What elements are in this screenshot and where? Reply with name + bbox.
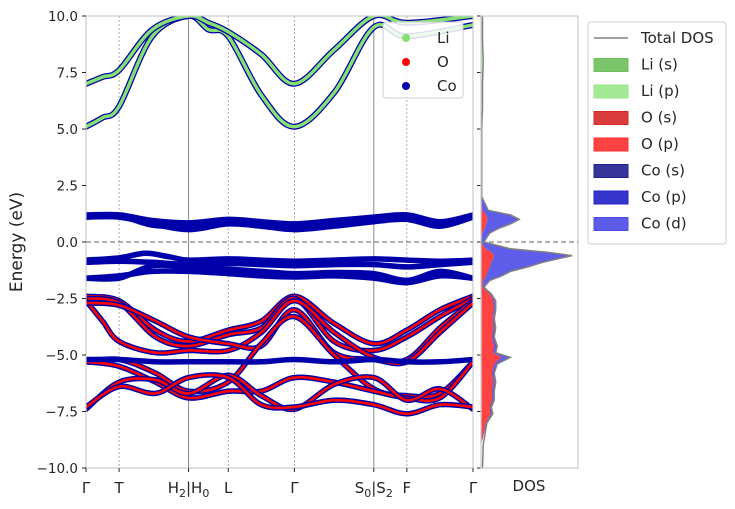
dos-legend-label-co-s: Co (s) — [641, 162, 685, 180]
dos-areas — [481, 16, 573, 468]
band-line-co-v2 — [86, 259, 473, 269]
energy-tick-label: −2.5 — [45, 292, 78, 308]
dos-legend-swatch-li-s — [593, 58, 629, 72]
dos-legend-swatch-o-p — [593, 137, 629, 152]
kpath-axis-ticks: Γ T H2|H0 L Γ S0|S2 F Γ — [82, 468, 478, 500]
band-line-co-c3 — [86, 215, 473, 231]
dos-total-line — [481, 16, 573, 468]
energy-tick-label: −5.0 — [45, 348, 78, 364]
energy-tick-label: 5.0 — [57, 122, 78, 138]
dos-legend-label-co-d: Co (d) — [641, 215, 687, 233]
dos-legend-label-total-dos: Total DOS — [640, 29, 714, 47]
energy-tick-label: 0.0 — [57, 235, 78, 251]
band-line-co-v1 — [86, 251, 473, 263]
legend-marker-co — [402, 82, 410, 90]
kpoint-label: T — [113, 479, 124, 497]
kpoint-label: S0|S2 — [355, 479, 393, 500]
band-line-co-v4 — [86, 269, 473, 285]
dos-legend-label-co-p: Co (p) — [641, 188, 687, 206]
band-structure-panel: −10.0 −7.5 −5.0 −2.5 0.0 2.5 5.0 7.5 10.0 Γ T H2|H… — [7, 9, 481, 500]
band-line-co-d1 — [86, 358, 473, 364]
band-lines — [86, 16, 473, 417]
kpoint-label: H2|H0 — [168, 479, 210, 500]
kpoint-label: Γ — [290, 479, 299, 497]
energy-tick-label: 10.0 — [48, 9, 78, 25]
dos-legend-box — [587, 21, 727, 245]
dos-legend-label-o-s: O (s) — [641, 109, 677, 127]
dos-legend: Total DOS Li (s) Li (p) O (s) O (p) Co (s) Co … — [587, 21, 727, 245]
energy-axis-label: Energy (eV) — [7, 192, 27, 292]
kpoint-label: F — [403, 479, 412, 497]
kpoint-label: Γ — [82, 479, 91, 497]
dos-legend-swatch-co-d — [593, 217, 629, 231]
dos-legend-label-o-p: O (p) — [641, 135, 679, 153]
legend-label-co: Co — [437, 77, 457, 95]
kpoint-label: Γ — [469, 479, 478, 497]
legend-marker-o — [402, 58, 410, 66]
dos-legend-swatch-o-s — [593, 111, 629, 125]
legend-label-li: Li — [437, 29, 450, 47]
band-line-li-2 — [86, 16, 473, 86]
legend-label-o: O — [437, 53, 449, 71]
dos-area-o-p — [481, 16, 502, 468]
energy-tick-label: −7.5 — [45, 405, 78, 421]
dos-legend-swatch-co-s — [593, 164, 629, 178]
dos-legend-label-li-p: Li (p) — [641, 82, 680, 100]
element-legend-box — [382, 21, 464, 99]
element-legend: Li O Co — [382, 21, 464, 99]
band-line-o-8 — [86, 373, 473, 416]
dos-panel: DOS — [480, 15, 579, 495]
energy-axis-ticks: −10.0 −7.5 −5.0 −2.5 0.0 2.5 5.0 7.5 10.0 — [37, 9, 481, 477]
energy-tick-label: −10.0 — [37, 461, 78, 477]
dos-legend-swatch-li-p — [593, 84, 629, 99]
energy-tick-label: 7.5 — [57, 66, 78, 82]
dos-legend-swatch-co-p — [593, 190, 629, 205]
dos-axis-label: DOS — [513, 477, 546, 495]
band-line-li-1 — [86, 16, 473, 129]
energy-tick-label: 2.5 — [57, 179, 78, 195]
dos-legend-label-li-s: Li (s) — [641, 56, 678, 74]
legend-marker-li — [402, 34, 410, 42]
kpoint-label: L — [224, 479, 233, 497]
